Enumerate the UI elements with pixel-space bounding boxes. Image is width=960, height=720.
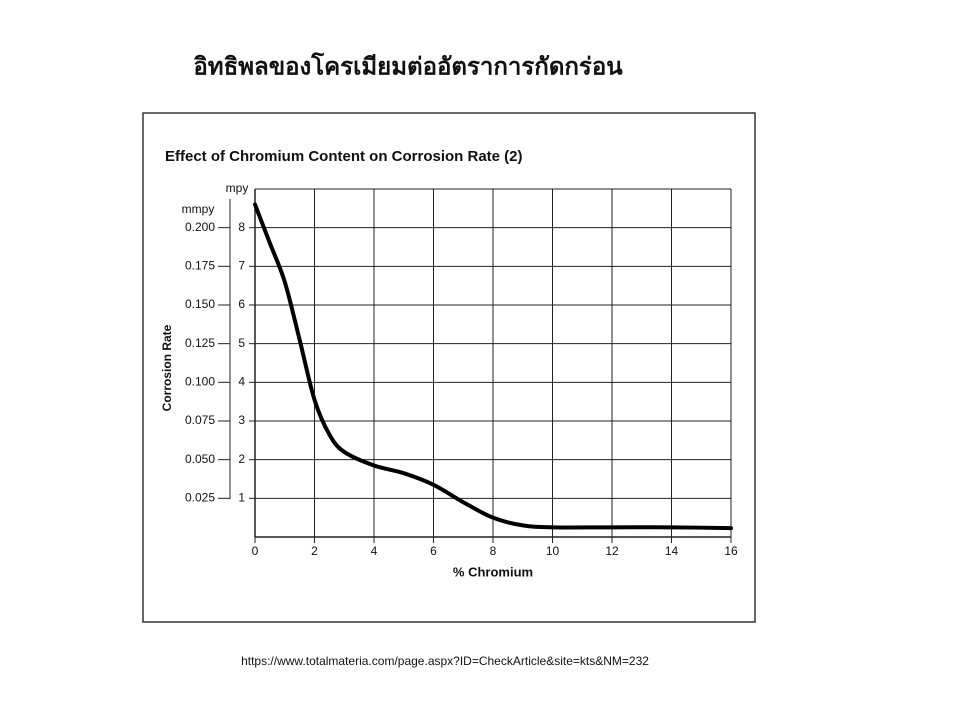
y2-unit: mmpy xyxy=(182,202,215,216)
y-axis-title: Corrosion Rate xyxy=(160,324,174,411)
y-tick-label: 2 xyxy=(238,452,245,466)
y-tick-label: 6 xyxy=(238,297,245,311)
slide-title: อิทธิพลของโครเมียมต่ออัตราการกัดกร่อน xyxy=(193,51,623,80)
x-tick-label: 12 xyxy=(605,544,619,558)
y-unit: mpy xyxy=(226,181,249,195)
y2-tick-label: 0.050 xyxy=(185,452,215,466)
y-tick-label: 7 xyxy=(238,259,245,273)
y2-tick-label: 0.100 xyxy=(185,375,215,389)
x-tick-label: 4 xyxy=(371,544,378,558)
x-tick-label: 0 xyxy=(252,544,259,558)
y2-tick-label: 0.025 xyxy=(185,491,215,505)
data-line xyxy=(253,202,733,531)
y2-tick-label: 0.125 xyxy=(185,336,215,350)
x-tick-label: 10 xyxy=(546,544,560,558)
y-tick-label: 5 xyxy=(238,336,245,350)
source-url: https://www.totalmateria.com/page.aspx?I… xyxy=(241,654,649,668)
x-tick-label: 2 xyxy=(311,544,318,558)
x-tick-label: 6 xyxy=(430,544,437,558)
y2-tick-label: 0.150 xyxy=(185,297,215,311)
chart-frame xyxy=(142,112,756,623)
y-tick-label: 1 xyxy=(238,491,245,505)
y2-tick-label: 0.075 xyxy=(185,413,215,427)
y2-tick-label: 0.175 xyxy=(185,259,215,273)
y-tick-label: 8 xyxy=(238,220,245,234)
x-tick-label: 14 xyxy=(665,544,679,558)
x-axis-title: % Chromium xyxy=(453,564,533,579)
x-tick-label: 16 xyxy=(724,544,738,558)
chart-title: Effect of Chromium Content on Corrosion … xyxy=(165,148,523,165)
y-tick-label: 3 xyxy=(238,413,245,427)
y-tick-label: 4 xyxy=(238,375,245,389)
x-tick-label: 8 xyxy=(490,544,497,558)
y2-tick-label: 0.200 xyxy=(185,220,215,234)
